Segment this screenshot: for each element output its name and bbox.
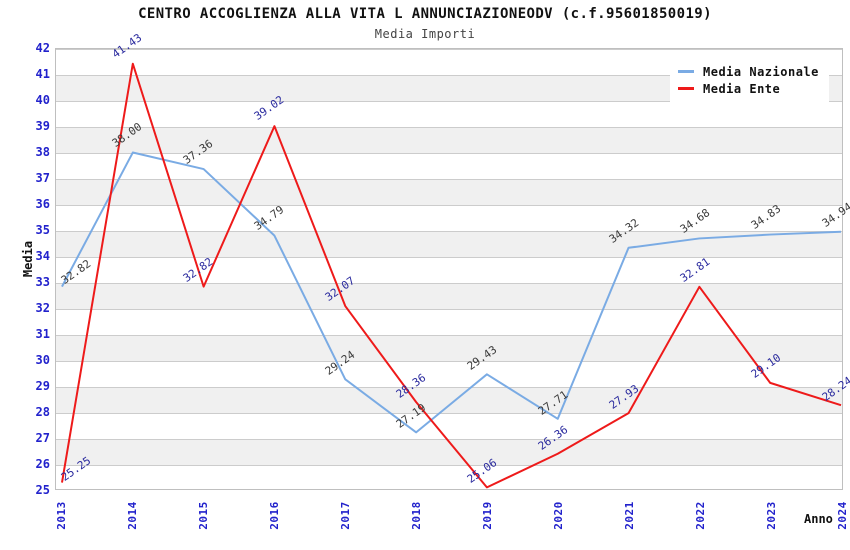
y-tick-label: 29 bbox=[35, 379, 50, 393]
x-tick-label: 2018 bbox=[409, 501, 423, 530]
y-tick-label: 32 bbox=[35, 301, 50, 315]
legend-item: Media Nazionale bbox=[678, 63, 819, 80]
chart-subtitle: Media Importi bbox=[374, 27, 476, 41]
legend-line-swatch bbox=[678, 70, 694, 73]
x-tick-label: 2017 bbox=[338, 501, 352, 530]
x-tick-label: 2013 bbox=[54, 501, 68, 530]
y-tick-label: 37 bbox=[35, 171, 50, 185]
y-tick-label: 40 bbox=[35, 93, 50, 107]
y-tick-label: 27 bbox=[35, 431, 50, 445]
series-line bbox=[61, 151, 842, 434]
y-tick-label: 34 bbox=[35, 249, 50, 263]
y-tick-label: 39 bbox=[35, 119, 50, 133]
y-tick-label: 42 bbox=[35, 41, 50, 55]
x-tick-label: 2020 bbox=[551, 501, 565, 530]
chart-title: CENTRO ACCOGLIENZA ALLA VITA L ANNUNCIAZ… bbox=[138, 6, 712, 22]
plot-area bbox=[55, 48, 843, 490]
x-axis-title: Anno bbox=[804, 512, 833, 526]
legend-label: Media Ente bbox=[703, 81, 781, 96]
y-tick-label: 38 bbox=[35, 145, 50, 159]
legend-label: Media Nazionale bbox=[703, 64, 819, 79]
legend: Media Nazionale Media Ente bbox=[670, 58, 829, 102]
x-tick-label: 2015 bbox=[196, 501, 210, 530]
x-tick-label: 2023 bbox=[764, 501, 778, 530]
y-tick-label: 33 bbox=[35, 275, 50, 289]
y-tick-label: 30 bbox=[35, 353, 50, 367]
line-series-canvas bbox=[61, 62, 842, 489]
x-tick-label: 2021 bbox=[622, 501, 636, 530]
y-tick-label: 25 bbox=[35, 483, 50, 497]
y-tick-label: 35 bbox=[35, 223, 50, 237]
x-tick-label: 2016 bbox=[267, 501, 281, 530]
y-tick-label: 41 bbox=[35, 67, 50, 81]
x-tick-label: 2019 bbox=[480, 501, 494, 530]
y-tick-label: 31 bbox=[35, 327, 50, 341]
x-tick-label: 2022 bbox=[693, 501, 707, 530]
y-tick-label: 36 bbox=[35, 197, 50, 211]
y-tick-label: 26 bbox=[35, 457, 50, 471]
series-line bbox=[61, 62, 842, 489]
legend-item: Media Ente bbox=[678, 80, 819, 97]
x-tick-label: 2014 bbox=[125, 501, 139, 530]
legend-line-swatch bbox=[678, 87, 694, 90]
y-tick-label: 28 bbox=[35, 405, 50, 419]
